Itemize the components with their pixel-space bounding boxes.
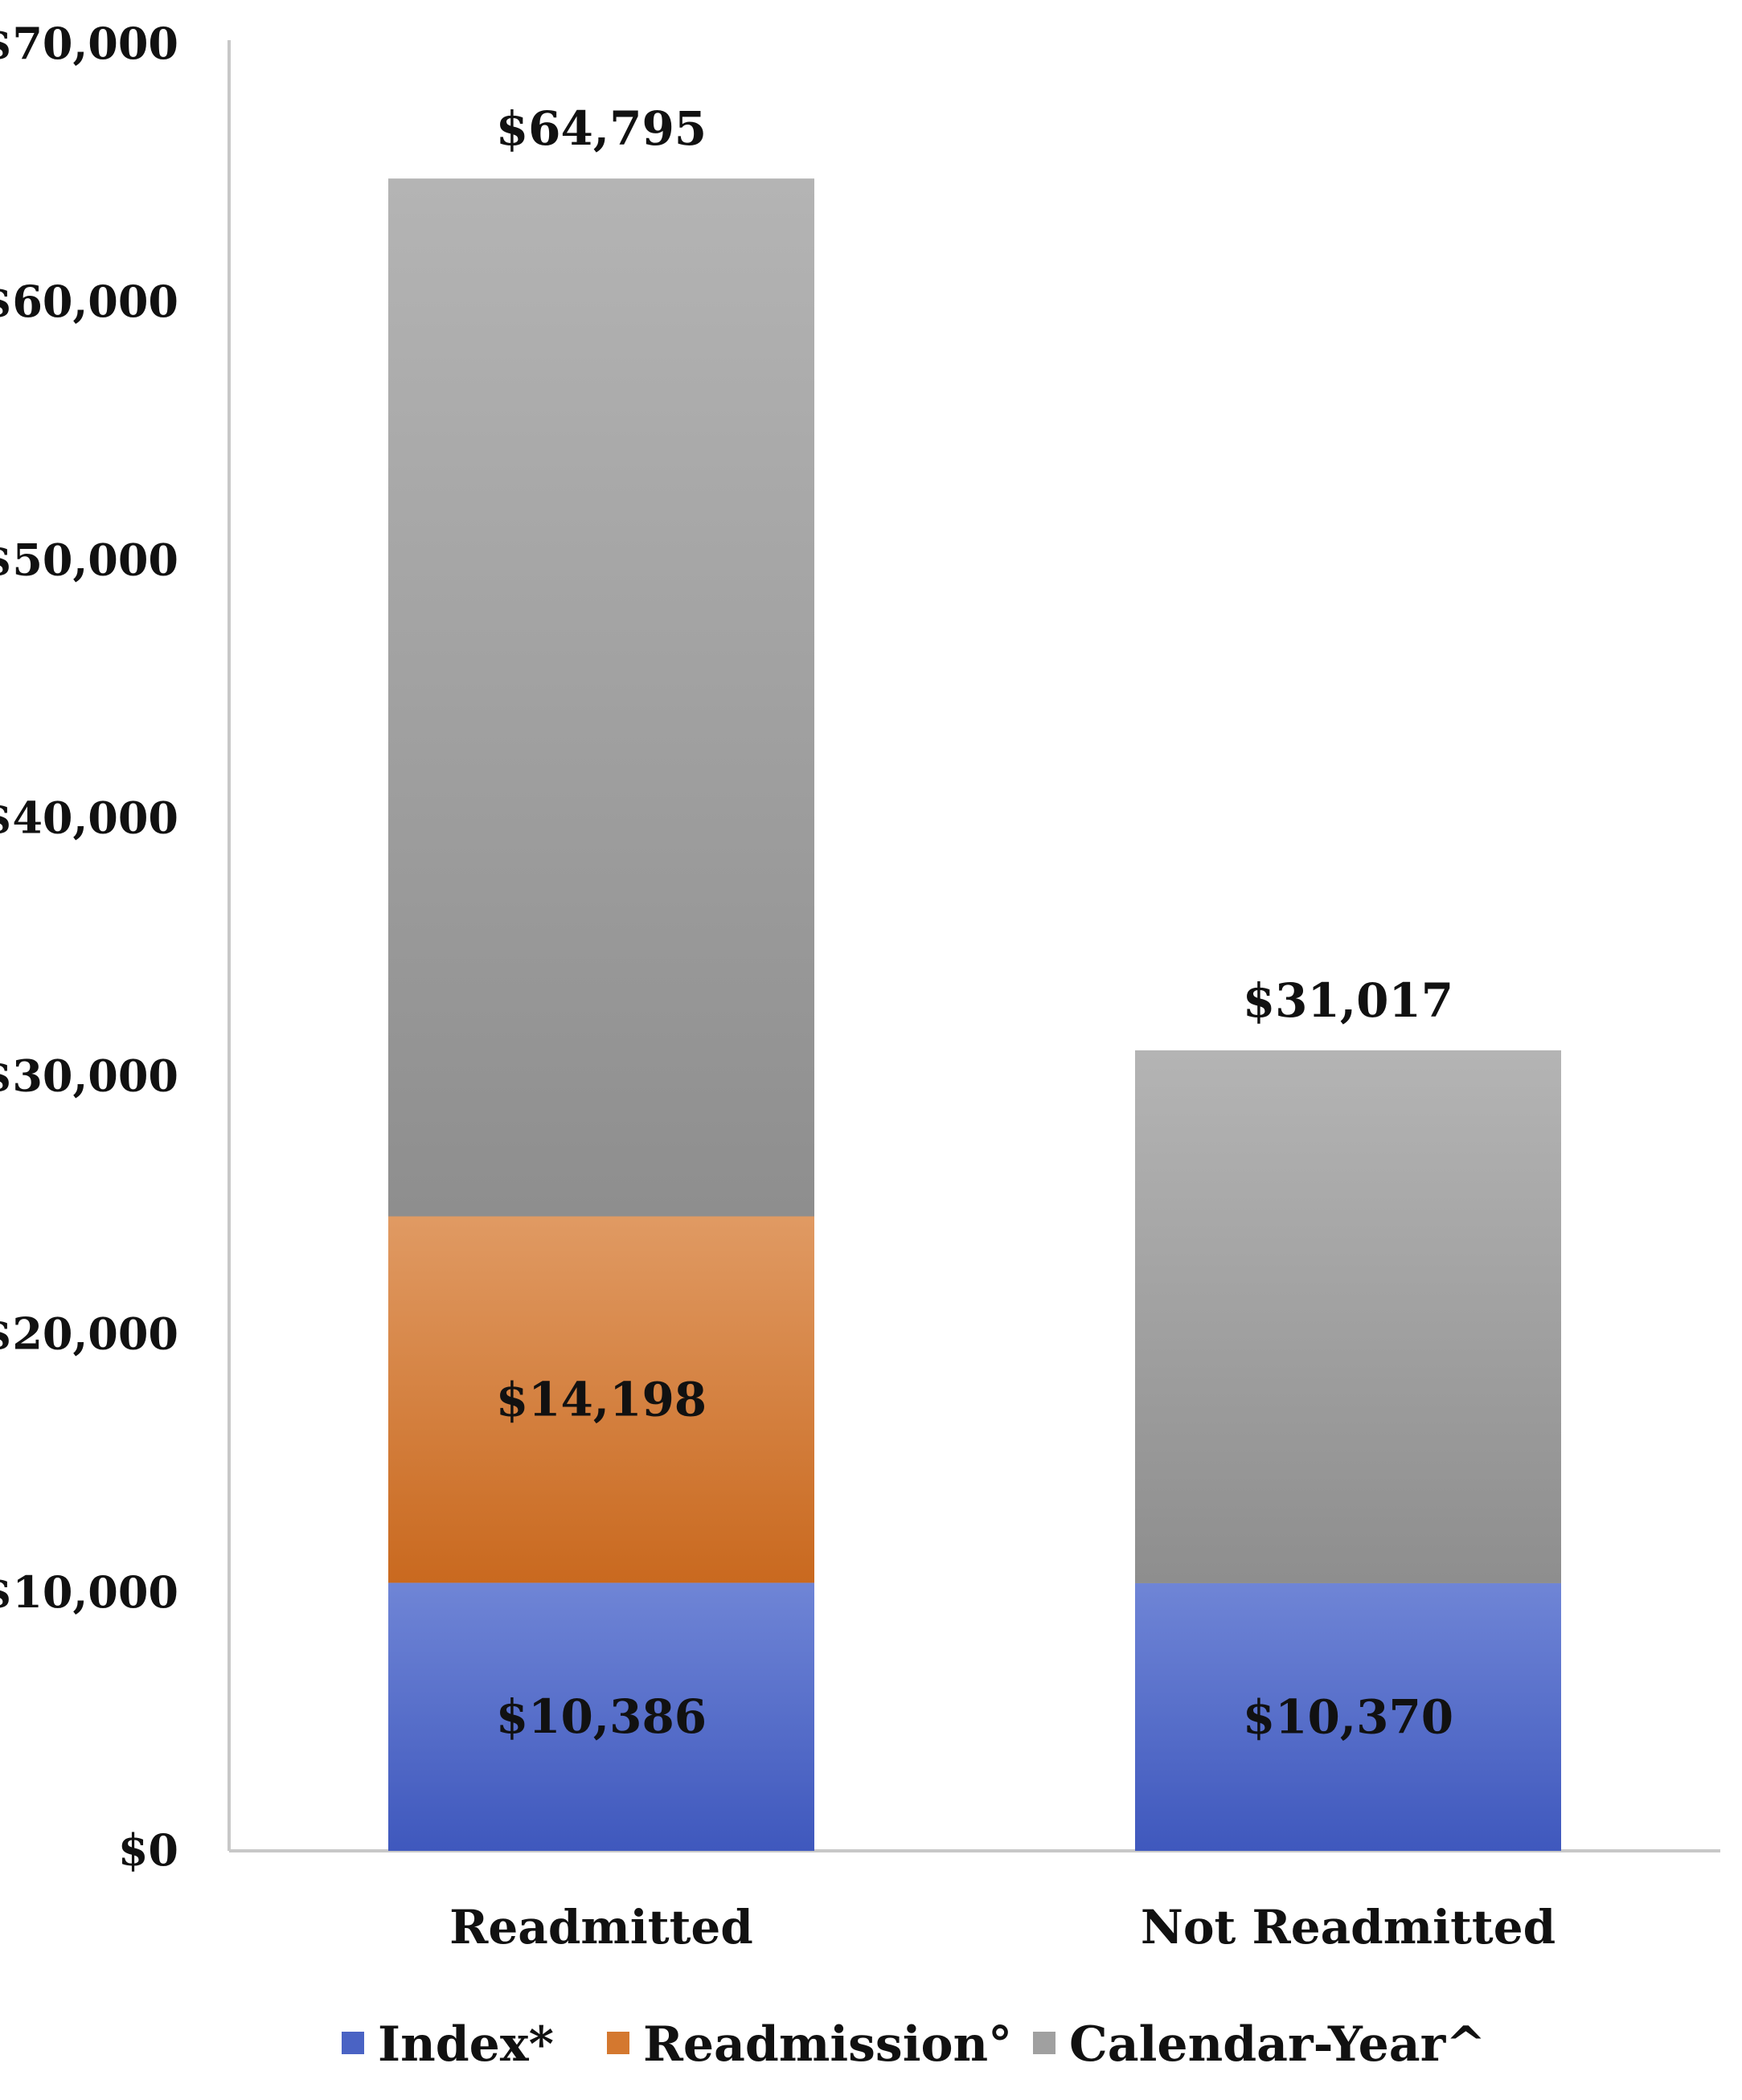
legend-swatch [1033, 2032, 1055, 2054]
legend-swatch [607, 2032, 629, 2054]
data-labels: $10,386 $14,198 $64,795 $10,370 $31,017 [496, 101, 1453, 1744]
y-tick-label: $0 [118, 1824, 178, 1876]
bar-segment-calendaryear [388, 178, 814, 1217]
legend-item: Index* [342, 2016, 554, 2073]
total-value-label: $64,795 [496, 101, 707, 156]
y-tick-label: $10,000 [0, 1566, 178, 1618]
y-tick-label: $40,000 [0, 792, 178, 843]
legend-label: Calendar-Year^ [1069, 2016, 1486, 2073]
legend-item: Calendar-Year^ [1033, 2016, 1486, 2073]
segment-value-label: $10,386 [496, 1689, 707, 1744]
y-tick-label: $20,000 [0, 1308, 178, 1360]
legend-swatch [342, 2032, 364, 2054]
segment-value-label: $14,198 [496, 1372, 707, 1427]
y-tick-label: $30,000 [0, 1050, 178, 1102]
legend-label: Index* [378, 2016, 554, 2073]
bar-segment-readmission [388, 1216, 814, 1583]
bars [388, 178, 1561, 1851]
y-tick-label: $60,000 [0, 276, 178, 327]
legend: Index* Readmission° Calendar-Year^ [342, 2016, 1486, 2073]
y-tick-label: $50,000 [0, 534, 178, 585]
x-tick-label: Readmitted [449, 1900, 753, 1955]
y-tick-label: $70,000 [0, 18, 178, 69]
axes: $0 $10,000 $20,000 $30,000 $40,000 $50,000 $60… [0, 18, 1720, 1955]
x-tick-label: Not Readmitted [1141, 1900, 1556, 1955]
bar-segment-index [388, 1582, 814, 1851]
segment-value-label: $10,370 [1243, 1689, 1453, 1744]
legend-item: Readmission° [607, 2016, 1012, 2073]
legend-label: Readmission° [643, 2016, 1012, 2073]
bar-segment-calendaryear [1135, 1050, 1561, 1583]
bar-segment-index [1135, 1582, 1561, 1851]
total-value-label: $31,017 [1243, 973, 1453, 1028]
